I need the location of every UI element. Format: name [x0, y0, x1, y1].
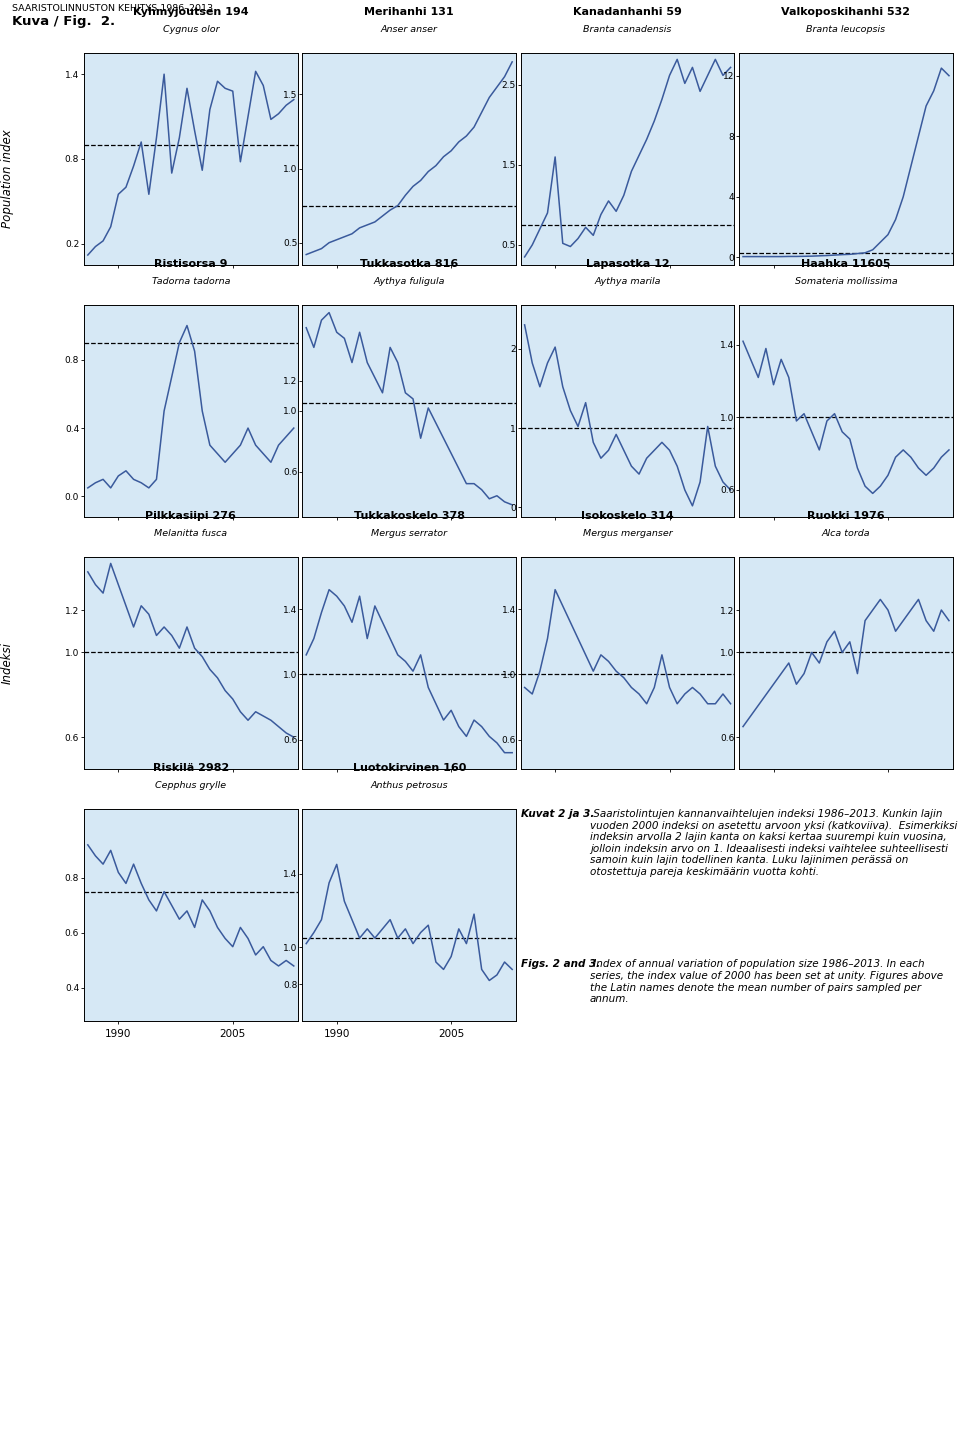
Text: Cepphus grylle: Cepphus grylle — [156, 782, 227, 790]
Text: Somateria mollissima: Somateria mollissima — [795, 278, 898, 286]
Text: Riskilä 2982: Riskilä 2982 — [153, 763, 228, 773]
Text: Branta canadensis: Branta canadensis — [584, 26, 672, 34]
Text: Ruokki 1976: Ruokki 1976 — [807, 511, 885, 521]
Text: Kuva / Fig.  2.: Kuva / Fig. 2. — [12, 14, 114, 29]
Text: Luotokirvinen 160: Luotokirvinen 160 — [352, 763, 466, 773]
Text: Figs. 2 and 3.: Figs. 2 and 3. — [520, 959, 600, 969]
Text: Index of annual variation of population size 1986–2013. In each series, the inde: Index of annual variation of population … — [589, 959, 943, 1004]
Text: Aythya fuligula: Aythya fuligula — [373, 278, 444, 286]
Text: Valkoposkihanhi 532: Valkoposkihanhi 532 — [781, 7, 910, 17]
Text: Branta leucopsis: Branta leucopsis — [806, 26, 885, 34]
Text: Kyhmyjoutsen 194: Kyhmyjoutsen 194 — [133, 7, 249, 17]
Text: Population index: Population index — [1, 130, 14, 228]
Text: Kuvat 2 ja 3.: Kuvat 2 ja 3. — [520, 809, 594, 819]
Text: Aythya marila: Aythya marila — [594, 278, 660, 286]
Text: Pilkkasiipi 276: Pilkkasiipi 276 — [145, 511, 236, 521]
Text: Ristisorsa 9: Ristisorsa 9 — [154, 259, 228, 269]
Text: Tukkakoskelo 378: Tukkakoskelo 378 — [353, 511, 465, 521]
Text: Tadorna tadorna: Tadorna tadorna — [152, 278, 230, 286]
Text: Merihanhi 131: Merihanhi 131 — [365, 7, 454, 17]
Text: SAARISTOLINNUSTON KEHITYS 1986–2013: SAARISTOLINNUSTON KEHITYS 1986–2013 — [12, 3, 213, 13]
Text: Saaristolintujen kannanvaihtelujen indeksi 1986–2013. Kunkin lajin vuoden 2000 i: Saaristolintujen kannanvaihtelujen indek… — [589, 809, 957, 876]
Text: Anser anser: Anser anser — [381, 26, 438, 34]
Text: Indeksi: Indeksi — [1, 642, 14, 684]
Text: Mergus serrator: Mergus serrator — [372, 530, 447, 538]
Text: Tukkasotka 816: Tukkasotka 816 — [360, 259, 458, 269]
Text: Mergus merganser: Mergus merganser — [583, 530, 672, 538]
Text: Cygnus olor: Cygnus olor — [162, 26, 219, 34]
Text: Alca torda: Alca torda — [822, 530, 871, 538]
Text: Kanadanhanhi 59: Kanadanhanhi 59 — [573, 7, 682, 17]
Text: Anthus petrosus: Anthus petrosus — [371, 782, 448, 790]
Text: Melanitta fusca: Melanitta fusca — [155, 530, 228, 538]
Text: Isokoskelo 314: Isokoskelo 314 — [581, 511, 674, 521]
Text: Haahka 11605: Haahka 11605 — [802, 259, 891, 269]
Text: Lapasotka 12: Lapasotka 12 — [586, 259, 669, 269]
